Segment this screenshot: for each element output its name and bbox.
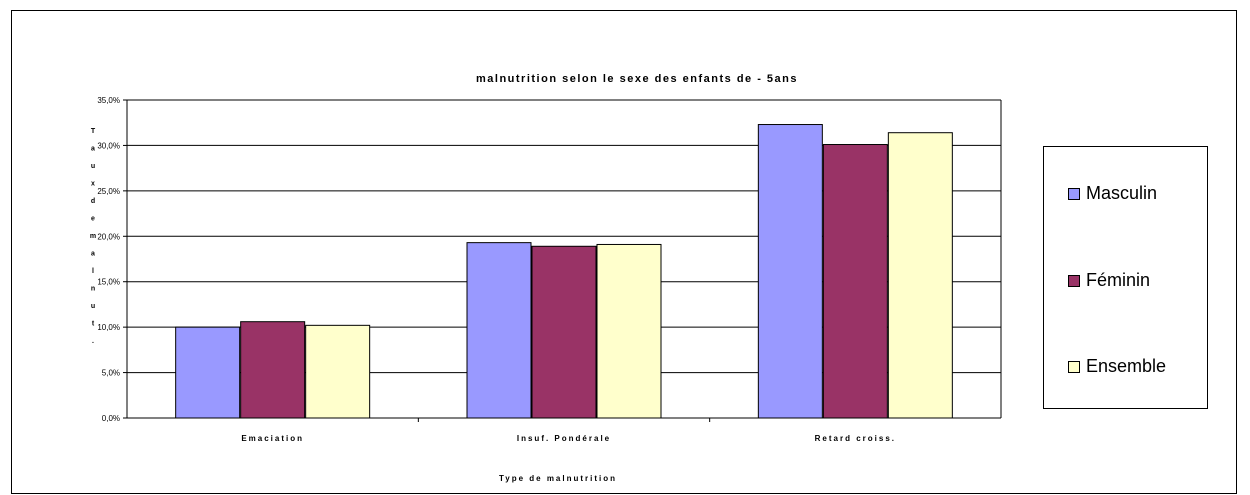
y-tick-label: 15,0% [97,278,120,287]
bar-ensemble-1 [305,324,371,419]
y-axis-title-letter: a [91,146,95,153]
y-axis-title-letter: d [91,198,95,205]
chart-title: malnutrition selon le sexe des enfants d… [476,73,798,85]
x-tick-label: Insuf. Pondérale [517,434,611,443]
legend-item-masculin: Masculin [1068,183,1157,204]
bar-masculin-2 [466,242,532,419]
y-axis-title-letter: m [90,233,96,240]
legend-swatch-ensemble [1068,360,1080,373]
y-tick-label: 0,0% [102,414,120,423]
y-axis-title-letter: T [91,128,96,135]
bar-masculin-3 [757,124,823,419]
legend-swatch-feminin [1068,274,1080,287]
y-tick-label: 20,0% [97,232,120,241]
y-tick-label: 10,0% [97,323,120,332]
y-axis-title-letter: . [92,338,94,345]
x-axis-title: Type de malnutrition [499,474,617,483]
y-axis-title-letter: x [91,181,95,188]
y-tick-label: 25,0% [97,187,120,196]
y-axis-title: Ta u x d e m a l n u t. [90,128,96,345]
legend-item-ensemble: Ensemble [1068,356,1166,377]
y-axis-title-letter: t [92,321,95,328]
x-tick-label: Emaciation [241,434,304,443]
bar-ensemble-2 [596,243,662,419]
bar-masculin-1 [175,326,241,419]
legend-label-ensemble: Ensemble [1086,356,1167,376]
legend-label-masculin: Masculin [1086,183,1158,203]
legend-label-feminin: Féminin [1086,270,1151,290]
bar-ensemble-3 [887,132,953,419]
y-axis-title-letter: n [91,286,95,293]
y-axis-title-letter: u [91,163,95,170]
legend-swatch-masculin [1068,187,1080,200]
y-tick-label: 35,0% [97,96,120,105]
y-axis-title-letter: e [91,216,95,223]
y-tick-label: 30,0% [97,141,120,150]
bar-feminin-3 [822,144,888,419]
x-tick-label: Retard croiss. [815,434,896,443]
y-axis-title-letter: u [91,303,95,310]
legend: Masculin Féminin Ensemble [1043,146,1208,409]
bar-feminin-2 [531,245,597,419]
y-tick-label: 5,0% [102,369,120,378]
bar-feminin-1 [240,321,306,419]
y-axis-title-letter: l [92,268,94,275]
legend-item-feminin: Féminin [1068,270,1150,291]
y-axis-title-letter: a [91,251,95,258]
